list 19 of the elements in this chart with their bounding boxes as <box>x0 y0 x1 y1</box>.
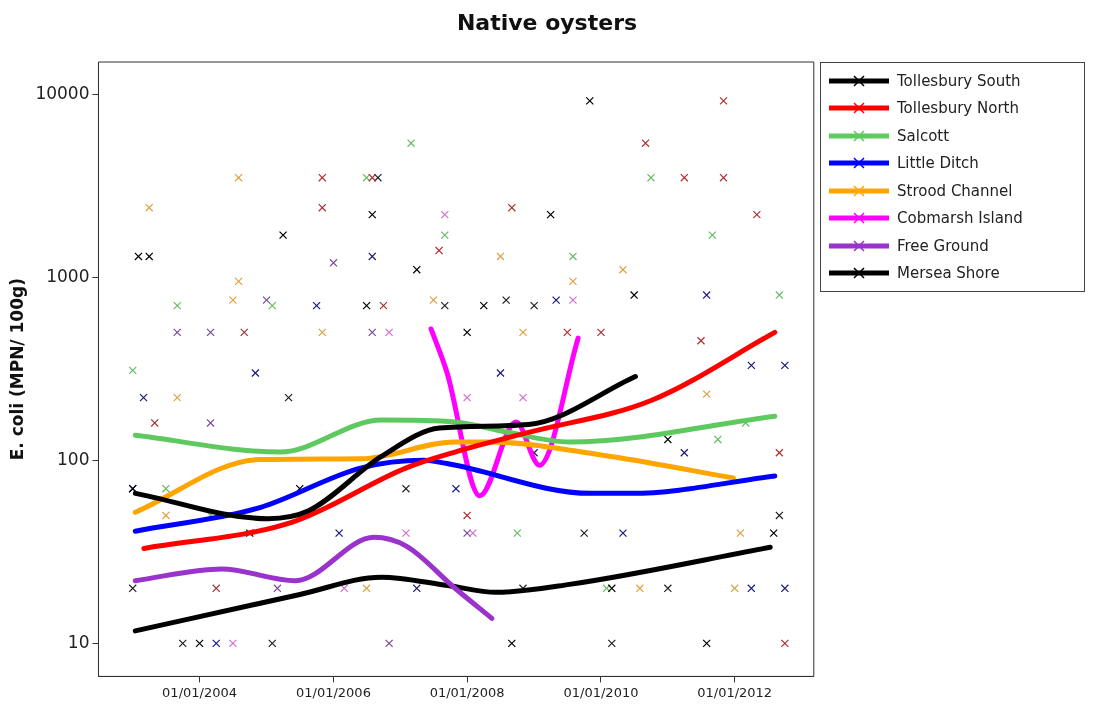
y-tick-label: 100 <box>57 448 90 469</box>
legend-label: Tollesbury South <box>896 71 1022 90</box>
y-tick-label: 10000 <box>35 82 90 103</box>
x-tick-label: 01/01/2010 <box>563 684 639 700</box>
legend-label: Salcott <box>896 126 951 145</box>
legend-label: Tollesbury North <box>896 99 1020 118</box>
y-tick-label: 10 <box>67 631 90 652</box>
x-tick-label: 01/01/2006 <box>295 684 371 700</box>
legend-label: Cobmarsh Island <box>896 209 1024 228</box>
y-axis-title: E. coli (MPN/ 100g) <box>6 278 27 461</box>
legend-label: Mersea Shore <box>896 264 1001 283</box>
legend-label: Strood Channel <box>896 181 1014 200</box>
x-tick-label: 01/01/2004 <box>162 684 238 700</box>
x-tick-label: 01/01/2008 <box>429 684 505 700</box>
legend-label: Little Ditch <box>896 154 980 173</box>
chart-title: Native oysters <box>455 10 639 35</box>
x-tick-label: 01/01/2012 <box>697 684 773 700</box>
legend-label: Free Ground <box>896 236 990 255</box>
y-tick-label: 1000 <box>46 265 90 286</box>
